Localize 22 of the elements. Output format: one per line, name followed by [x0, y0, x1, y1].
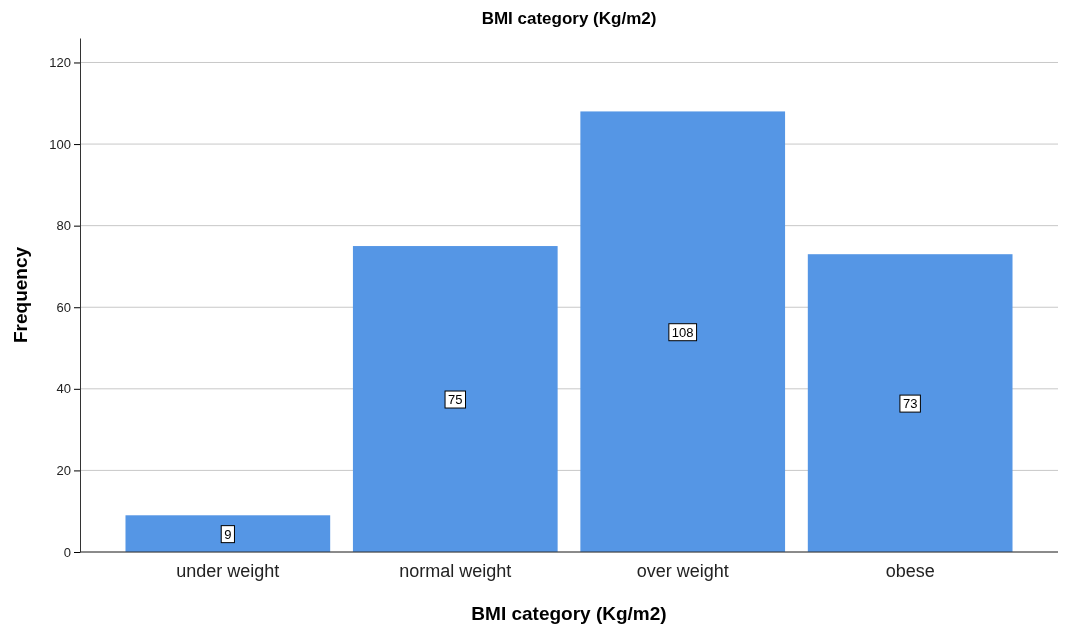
x-tick-label: over weight — [636, 560, 729, 581]
y-tick-label: 80 — [56, 218, 71, 234]
y-tick-label: 20 — [56, 463, 71, 479]
data-label: 108 — [671, 324, 694, 340]
bar — [807, 254, 1013, 552]
bar — [580, 111, 786, 552]
y-tick-label: 100 — [49, 136, 71, 152]
data-label: 9 — [224, 526, 232, 542]
x-tick-label: under weight — [176, 560, 280, 581]
bar — [125, 515, 331, 552]
data-label: 75 — [448, 392, 463, 408]
y-tick-label: 0 — [63, 544, 71, 560]
y-tick-label: 40 — [56, 381, 71, 397]
x-tick-label: normal weight — [399, 560, 512, 581]
bar — [352, 246, 558, 552]
chart-title: BMI category (Kg/m2) — [481, 9, 657, 28]
x-axis-title: BMI category (Kg/m2) — [471, 603, 667, 624]
x-tick-label: obese — [885, 560, 935, 581]
data-label: 73 — [902, 396, 918, 412]
y-tick-label: 120 — [49, 55, 71, 71]
y-tick-label: 60 — [56, 299, 71, 315]
y-axis-title: Frequency — [10, 246, 31, 344]
